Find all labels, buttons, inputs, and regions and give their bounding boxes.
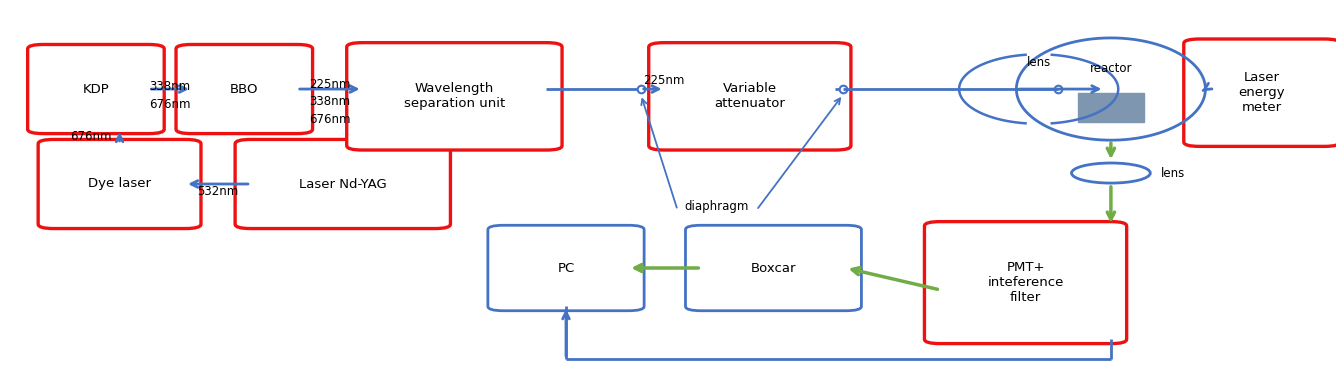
FancyBboxPatch shape xyxy=(925,222,1126,344)
Text: Boxcar: Boxcar xyxy=(751,262,796,275)
FancyBboxPatch shape xyxy=(39,139,200,229)
FancyBboxPatch shape xyxy=(235,139,450,229)
Text: lens: lens xyxy=(1026,56,1051,69)
Text: 225nm: 225nm xyxy=(309,78,350,91)
FancyBboxPatch shape xyxy=(1184,39,1336,146)
Text: PC: PC xyxy=(557,262,574,275)
Text: 676nm: 676nm xyxy=(150,98,191,111)
Text: Dye laser: Dye laser xyxy=(88,177,151,191)
Text: Variable
attenuator: Variable attenuator xyxy=(715,82,786,110)
FancyBboxPatch shape xyxy=(649,43,851,150)
Text: BBO: BBO xyxy=(230,82,259,96)
FancyBboxPatch shape xyxy=(176,45,313,134)
Text: Laser
energy
meter: Laser energy meter xyxy=(1238,71,1285,114)
Text: 225nm: 225nm xyxy=(644,74,685,88)
FancyBboxPatch shape xyxy=(685,225,862,311)
Text: diaphragm: diaphragm xyxy=(685,200,749,213)
Text: 338nm: 338nm xyxy=(309,95,350,108)
Text: 676nm: 676nm xyxy=(309,113,350,125)
FancyBboxPatch shape xyxy=(488,225,644,311)
Text: 338nm: 338nm xyxy=(150,80,191,93)
Ellipse shape xyxy=(1071,163,1150,183)
FancyBboxPatch shape xyxy=(1078,93,1144,122)
Text: KDP: KDP xyxy=(83,82,110,96)
Text: Laser Nd-YAG: Laser Nd-YAG xyxy=(299,177,386,191)
Text: Wavelength
separation unit: Wavelength separation unit xyxy=(403,82,505,110)
Text: reactor: reactor xyxy=(1090,63,1132,75)
Text: lens: lens xyxy=(1161,167,1185,180)
Text: 532nm: 532nm xyxy=(198,185,239,198)
Text: PMT+
inteference
filter: PMT+ inteference filter xyxy=(987,261,1063,304)
FancyBboxPatch shape xyxy=(347,43,562,150)
FancyBboxPatch shape xyxy=(28,45,164,134)
Text: 676nm: 676nm xyxy=(69,130,111,143)
